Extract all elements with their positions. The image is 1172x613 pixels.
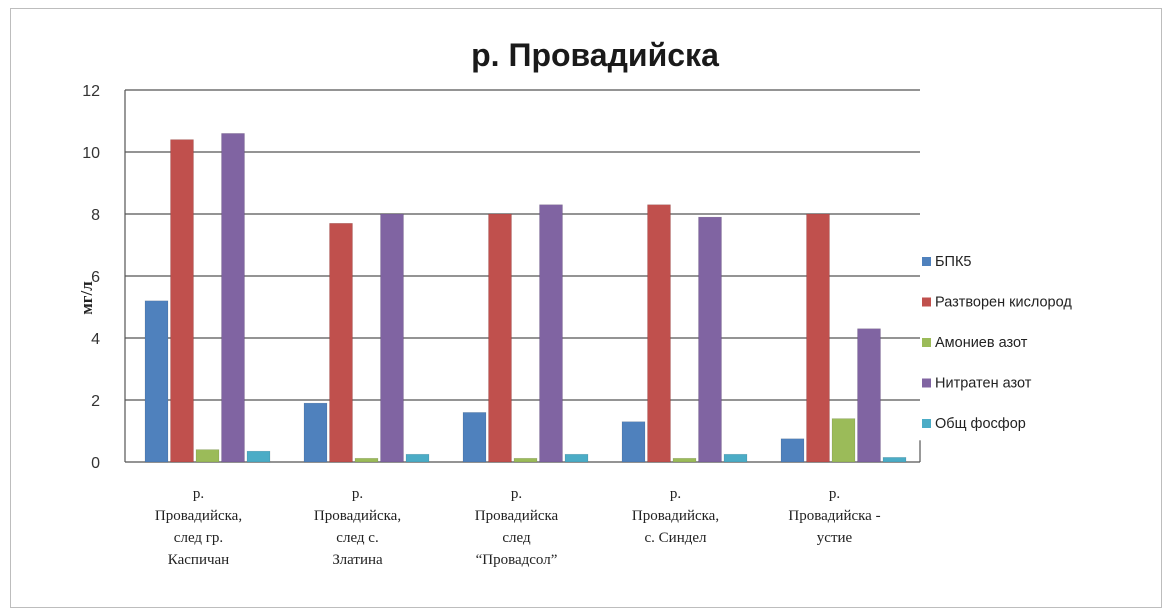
- y-axis-label: мг/л: [77, 281, 96, 315]
- y-tick-label: 4: [91, 331, 100, 348]
- x-category-label: Златина: [332, 552, 383, 568]
- x-category-label: след: [502, 530, 531, 546]
- legend-swatch: [922, 257, 931, 266]
- x-category-label: Провадийска,: [314, 508, 401, 524]
- legend-swatch: [922, 297, 931, 307]
- bar: [780, 438, 805, 463]
- y-tick-label: 6: [91, 269, 100, 286]
- legend-label: Амониев азот: [935, 335, 1028, 351]
- bar: [831, 418, 856, 463]
- x-category-label: с. Синдел: [645, 530, 708, 546]
- bar: [513, 457, 538, 463]
- x-category-label: Провадийска,: [632, 508, 719, 524]
- bar: [303, 402, 328, 463]
- bar: [882, 457, 907, 463]
- legend: БПК5 Разтворен кислород Амониев азот Нитрат…: [922, 254, 1072, 432]
- bars: [144, 133, 907, 463]
- y-tick-label: 2: [91, 393, 100, 410]
- y-tick-label: 10: [82, 145, 100, 162]
- bar: [380, 213, 404, 463]
- x-category-label: Провадийска -: [788, 508, 880, 524]
- legend-label: Общ фосфор: [935, 416, 1026, 432]
- x-category-label: след с.: [336, 530, 378, 546]
- legend-label: БПК5: [935, 254, 971, 270]
- x-category-label: Провадийска: [475, 508, 559, 524]
- bar: [698, 216, 722, 463]
- bar: [170, 139, 194, 463]
- bar: [564, 453, 589, 463]
- bar: [221, 133, 245, 463]
- legend-label: Нитратен азот: [935, 376, 1032, 392]
- chart-title: р. Провадийска: [471, 37, 719, 73]
- bar: [723, 453, 748, 463]
- x-category-label: р.: [829, 486, 840, 502]
- x-categories: р. Провадийска, след гр. Каспичан р. Провадий…: [155, 486, 881, 568]
- legend-label: Разтворен кислород: [935, 295, 1072, 311]
- x-category-label: след гр.: [174, 530, 223, 546]
- bar: [354, 457, 379, 463]
- y-tick-label: 12: [82, 83, 100, 100]
- bar: [195, 449, 220, 463]
- x-category-label: устие: [817, 530, 853, 546]
- bar: [246, 450, 271, 463]
- bar: [621, 421, 646, 463]
- bar: [539, 204, 563, 463]
- bar: [857, 328, 881, 463]
- legend-swatch: [922, 338, 931, 347]
- bar: [329, 223, 353, 463]
- x-category-label: р.: [193, 486, 204, 502]
- chart-frame: [10, 8, 1162, 608]
- bar: [672, 457, 697, 463]
- y-ticks: 0 2 4 6 8 10 12: [82, 83, 100, 472]
- x-category-label: Провадийска,: [155, 508, 242, 524]
- x-category-label: р.: [352, 486, 363, 502]
- y-tick-label: 8: [91, 207, 100, 224]
- y-tick-label: 0: [91, 455, 100, 472]
- x-category-label: р.: [511, 486, 522, 502]
- x-category-label: р.: [670, 486, 681, 502]
- bar: [462, 412, 487, 463]
- bar: [144, 300, 169, 463]
- x-category-label: Каспичан: [168, 552, 229, 568]
- bar: [647, 204, 671, 463]
- x-category-label: “Провадсол”: [476, 552, 558, 568]
- legend-swatch: [922, 419, 931, 428]
- legend-swatch: [922, 378, 931, 388]
- bar: [488, 213, 512, 463]
- bar: [405, 453, 430, 463]
- bar: [806, 213, 830, 463]
